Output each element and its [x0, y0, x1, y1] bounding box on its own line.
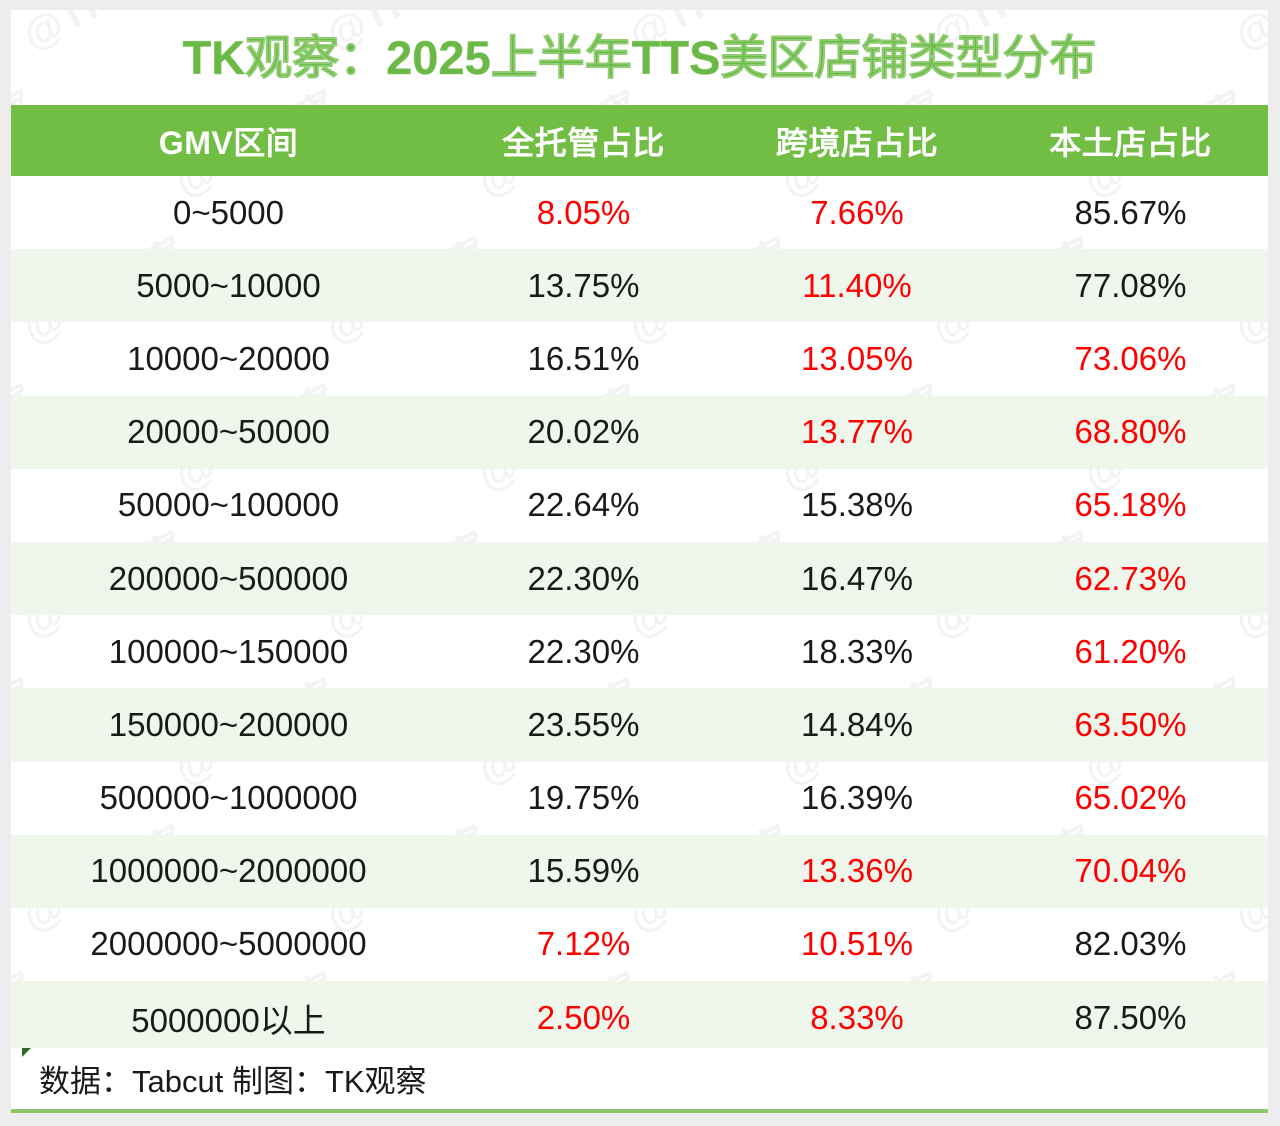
cell-cross_border: 16.47%: [801, 559, 913, 597]
cell-gmv_range: 50000~100000: [117, 486, 340, 524]
cell-local: 85.67%: [1074, 193, 1187, 231]
table-row: 5000000以上 2.50% 8.33% 87.50%: [11, 981, 1268, 1055]
infographic-card: @TK观察@TK观察@TK观察@TK观察@TK观察@TK观察@TK观察@TK观察…: [11, 10, 1268, 1113]
cell-local: 61.20%: [1074, 632, 1187, 670]
table-row: 100000~150000 22.30% 18.33% 61.20%: [11, 615, 1268, 688]
cell-gmv_range: 5000~10000: [136, 266, 321, 304]
cell-fully_managed: 19.75%: [527, 779, 640, 817]
cell-cross_border: 18.33%: [801, 632, 913, 670]
cell-local: 63.50%: [1074, 705, 1187, 743]
footer-corner-marker: [22, 1048, 31, 1057]
cell-gmv_range: 5000000以上: [131, 1001, 326, 1039]
cell-cross_border: 16.39%: [801, 779, 913, 817]
cell-gmv_range: 2000000~5000000: [90, 925, 367, 963]
table-row: 200000~500000 22.30% 16.47% 62.73%: [11, 541, 1268, 616]
cell-fully_managed: 8.05%: [536, 193, 631, 231]
cell-cross_border: 14.84%: [801, 705, 913, 743]
cell-fully_managed: 22.64%: [527, 486, 640, 524]
cell-local: 77.08%: [1074, 266, 1187, 304]
cell-local: 68.80%: [1074, 413, 1187, 451]
cell-fully_managed: 23.55%: [527, 705, 640, 743]
cell-cross_border: 13.77%: [801, 413, 913, 451]
cell-fully_managed: 7.12%: [536, 925, 631, 963]
table-row: 20000~50000 20.02% 13.77% 68.80%: [11, 395, 1268, 469]
cell-fully_managed: 20.02%: [527, 413, 640, 451]
table-row: 150000~200000 23.55% 14.84% 63.50%: [11, 688, 1268, 762]
table-row: 0~5000 8.05% 7.66% 85.67%: [11, 176, 1268, 249]
cell-cross_border: 11.40%: [802, 266, 912, 304]
table-row: 1000000~2000000 15.59% 13.36% 70.04%: [11, 834, 1268, 908]
cell-gmv_range: 10000~20000: [127, 339, 330, 377]
column-header-gmv_range: GMV区间: [158, 124, 299, 161]
title-bar: TK观察：2025上半年TTS美区店铺类型分布: [11, 10, 1268, 105]
cell-gmv_range: 100000~150000: [108, 632, 349, 670]
cell-gmv_range: 1000000~2000000: [90, 852, 367, 890]
cell-local: 62.73%: [1074, 559, 1187, 597]
table-row: 500000~1000000 19.75% 16.39% 65.02%: [11, 762, 1268, 835]
cell-local: 70.04%: [1074, 852, 1187, 890]
table-row: 50000~100000 22.64% 15.38% 65.18%: [11, 469, 1268, 542]
cell-local: 87.50%: [1074, 998, 1187, 1036]
column-header-local: 本土店占比: [1049, 124, 1212, 161]
cell-cross_border: 13.36%: [801, 852, 913, 890]
table-row: 10000~20000 16.51% 13.05% 73.06%: [11, 322, 1268, 395]
cell-local: 73.06%: [1074, 339, 1187, 377]
cell-fully_managed: 2.50%: [536, 998, 631, 1036]
cell-fully_managed: 13.75%: [527, 266, 640, 304]
cell-cross_border: 10.51%: [801, 925, 913, 963]
cell-cross_border: 15.38%: [801, 486, 913, 524]
cell-fully_managed: 22.30%: [527, 559, 640, 597]
table-row: 5000~10000 13.75% 11.40% 77.08%: [11, 249, 1268, 323]
table-row: 2000000~5000000 7.12% 10.51% 82.03%: [11, 908, 1268, 981]
cell-fully_managed: 16.51%: [527, 339, 640, 377]
footer-source-text: 数据：Tabcut 制图：TK观察: [39, 1064, 427, 1099]
cell-gmv_range: 500000~1000000: [99, 779, 358, 817]
cell-gmv_range: 200000~500000: [108, 559, 349, 597]
table-header-row: GMV区间 全托管占比 跨境店占比 本土店占比: [11, 105, 1268, 176]
column-header-cross_border: 跨境店占比: [775, 124, 939, 161]
column-header-fully_managed: 全托管占比: [502, 124, 665, 161]
cell-fully_managed: 15.59%: [527, 852, 640, 890]
page-title: TK观察：2025上半年TTS美区店铺类型分布: [182, 31, 1097, 84]
cell-cross_border: 8.33%: [810, 998, 904, 1036]
cell-local: 65.02%: [1074, 779, 1187, 817]
cell-gmv_range: 150000~200000: [108, 705, 349, 743]
cell-local: 82.03%: [1074, 925, 1187, 963]
cell-cross_border: 7.66%: [810, 193, 904, 231]
cell-cross_border: 13.05%: [801, 339, 913, 377]
cell-gmv_range: 0~5000: [172, 193, 285, 231]
footer: 数据：Tabcut 制图：TK观察: [11, 1048, 1268, 1113]
cell-fully_managed: 22.30%: [527, 632, 640, 670]
data-table: GMV区间 全托管占比 跨境店占比 本土店占比 0~5000 8.05% 7.66% 85.6…: [11, 105, 1268, 1055]
cell-gmv_range: 20000~50000: [127, 413, 330, 451]
cell-local: 65.18%: [1074, 486, 1187, 524]
